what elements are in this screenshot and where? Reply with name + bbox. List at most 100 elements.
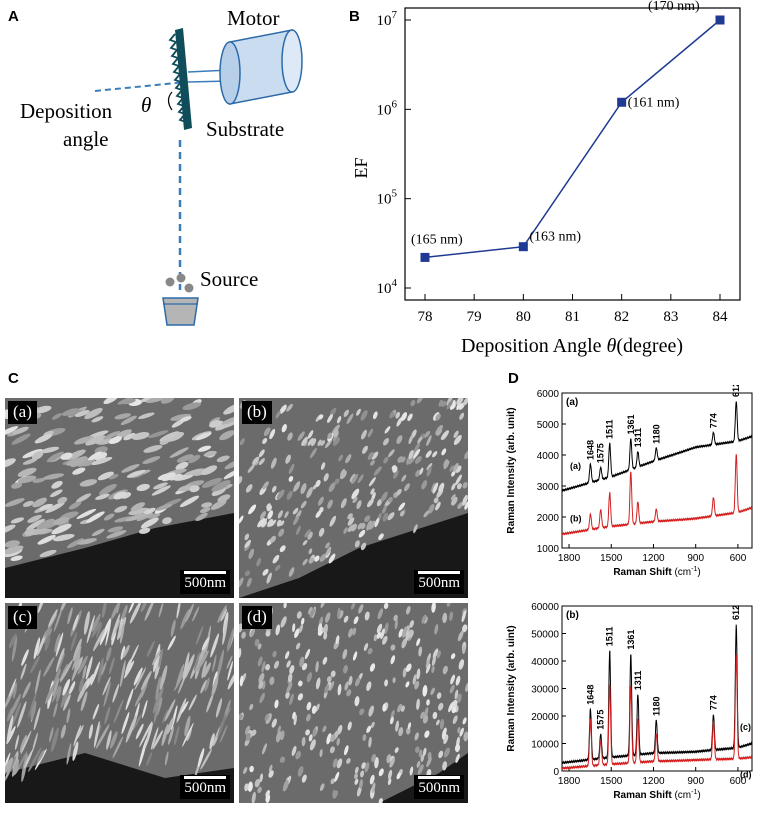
sem-nanorod [388,769,393,780]
sem-nanorod [151,485,171,496]
sem-nanorod [367,647,373,655]
sem-nanorod [14,734,20,750]
sem-nanorod [356,500,362,510]
sem-nanorod [119,660,126,688]
sem-nanorod [138,412,155,420]
sem-nanorod [51,413,63,420]
sem-nanorod [389,716,394,725]
sem-nanorod [354,778,359,785]
panel-letter-d: D [508,370,519,387]
sem-nanorod [366,520,372,531]
sem-nanorod [209,733,215,750]
sem-nanorod [203,450,217,457]
sem-nanorod [279,404,287,414]
sem-nanorod [319,783,325,792]
ef-point-label: (161 nm) [628,95,680,110]
sem-nanorod [451,470,456,477]
ef-data-point [617,97,627,107]
sem-nanorod [426,757,432,768]
sem-nanorod [244,783,249,792]
sem-nanorod [317,496,324,506]
sem-nanorod [451,483,456,491]
sem-nanorod [462,645,466,655]
sem-nanorod [54,633,61,653]
sem-nanorod [462,494,468,506]
sem-nanorod [309,608,316,618]
sem-nanorod [295,750,302,760]
sem-nanorod [140,517,159,529]
sem-nanorod [286,682,293,694]
sem-nanorod [239,476,243,485]
sem-nanorod [159,665,168,690]
sem-nanorod [424,430,431,438]
sem-nanorod [416,760,421,768]
sem-nanorod [336,758,343,769]
sem-nanorod [356,408,361,416]
sem-nanorod [268,764,273,773]
sem-nanorod [46,451,64,463]
motor-label: Motor [227,6,280,30]
ef-x-tick-label: 78 [418,309,433,325]
sem-nanorod [407,413,413,422]
sem-nanorod [10,555,23,562]
sem-nanorod [417,764,424,775]
sem-nanorod [140,670,152,691]
sem-nanorod [134,667,147,691]
sem-nanorod [397,703,403,713]
sem-nanorod [52,677,60,697]
sem-nanorod [349,473,356,483]
sem-nanorod [97,471,114,481]
sem-nanorod [106,646,112,662]
sem-nanorod [364,611,370,621]
sem-nanorod [350,603,356,610]
sem-nanorod [86,511,105,523]
sem-nanorod [345,454,352,464]
sem-nanorod [143,444,163,453]
sem-nanorod [32,497,47,508]
sem-nanorod [30,655,40,674]
raman-peak-label: 774 [708,695,718,710]
ef-x-tick-label: 81 [565,309,580,325]
ef-x-tick-label: 79 [467,309,482,325]
sem-nanorod [31,451,44,460]
sem-nanorod [113,699,124,724]
ef-x-axis-label-main: Deposition Angle [461,335,607,357]
sem-nanorod [5,683,16,709]
sem-nanorod [455,675,461,686]
sem-nanorod [244,533,250,541]
sem-nanorod [302,539,308,546]
sem-nanorod [452,715,458,725]
sem-nanorod [60,603,68,613]
sem-nanorod [433,497,439,504]
sem-nanorod [371,451,379,460]
sem-nanorod [296,611,302,619]
raman-series-red [561,654,753,771]
sem-nanorod [394,618,398,630]
sem-nanorod [331,424,340,435]
sem-nanorod [219,724,228,743]
sem-nanorod [129,603,142,624]
sem-nanorod [96,622,103,639]
raman-series-red [561,454,753,536]
sem-nanorod [17,475,37,484]
sem-nanorod [343,615,349,623]
sem-nanorod [43,613,58,639]
sem-nanorod [383,456,389,464]
sem-nanorod [407,722,412,730]
sem-nanorod [109,657,115,675]
sem-nanorod [449,465,454,472]
sem-nanorod [210,633,219,658]
sem-scale-text-b: 500nm [418,575,460,591]
sem-nanorod [60,724,66,739]
sem-nanorod [413,524,418,534]
sem-nanorod [153,482,168,490]
sem-nanorod [34,748,47,771]
sem-nanorod [216,455,230,463]
sem-nanorod [217,605,227,623]
sem-nanorod [302,558,308,566]
sem-nanorod [408,629,414,639]
substrate-normal-line [94,81,187,92]
sem-nanorod [369,774,375,785]
sem-nanorod [71,645,82,671]
sem-nanorod [170,619,176,637]
